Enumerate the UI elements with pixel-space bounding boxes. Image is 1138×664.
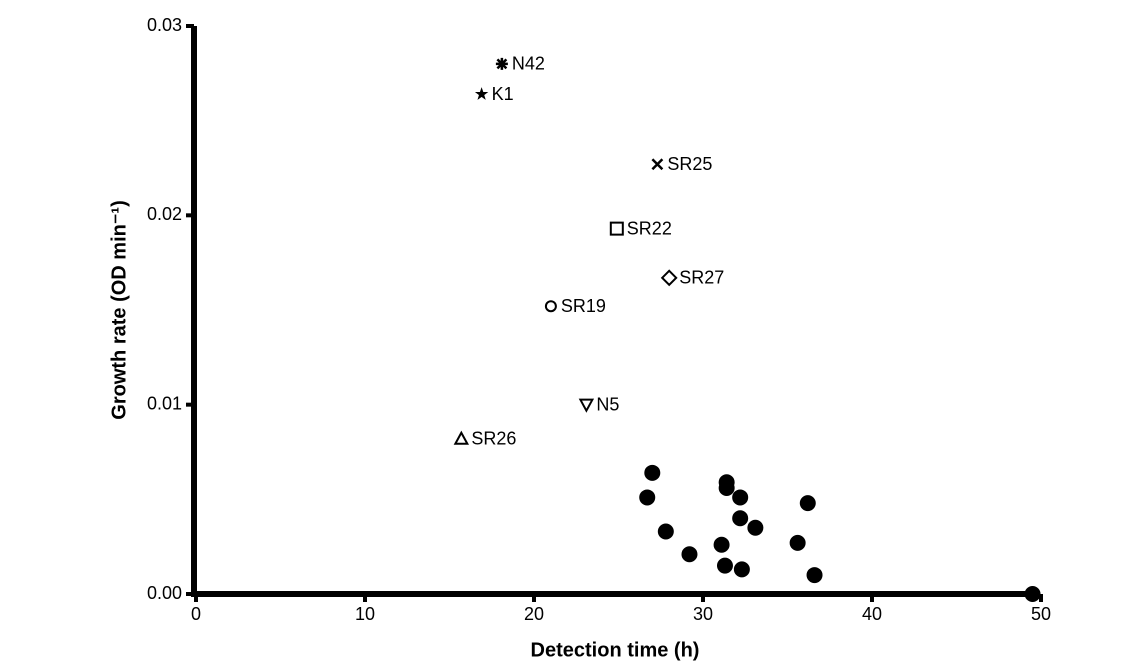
- point: [639, 489, 656, 506]
- point: [644, 464, 661, 481]
- point: [651, 158, 664, 171]
- point-label: SR22: [627, 218, 672, 238]
- x-tick-label: 0: [191, 604, 201, 624]
- point-label: N5: [596, 394, 619, 414]
- point: [806, 567, 823, 584]
- point: [713, 536, 730, 553]
- point: [544, 300, 557, 313]
- point: [474, 87, 489, 100]
- point: [578, 398, 595, 413]
- point: [716, 557, 733, 574]
- y-tick-label: 0.00: [147, 583, 182, 603]
- point-label: SR19: [561, 296, 606, 316]
- point: [799, 495, 816, 512]
- point: [681, 546, 698, 563]
- point: [747, 519, 764, 536]
- x-axis-title: Detection time (h): [531, 639, 700, 661]
- point: [732, 510, 749, 527]
- point: [789, 534, 806, 551]
- point-label: SR27: [679, 268, 724, 288]
- x-tick-label: 20: [524, 604, 544, 624]
- y-tick-label: 0.03: [147, 15, 182, 35]
- point: [657, 523, 674, 540]
- x-tick-label: 30: [693, 604, 713, 624]
- point: [495, 57, 508, 70]
- point: [1024, 586, 1041, 602]
- x-tick-label: 40: [862, 604, 882, 624]
- y-tick-label: 0.01: [147, 393, 182, 413]
- x-tick-label: 10: [355, 604, 375, 624]
- point: [718, 479, 735, 496]
- point-label: K1: [492, 84, 514, 104]
- point-label: N42: [512, 54, 545, 74]
- point: [660, 269, 678, 287]
- point: [453, 430, 470, 445]
- point-label: SR25: [667, 154, 712, 174]
- x-tick-label: 50: [1031, 604, 1051, 624]
- point: [609, 221, 624, 236]
- y-tick-label: 0.02: [147, 204, 182, 224]
- point: [733, 561, 750, 578]
- point-label: SR26: [471, 428, 516, 448]
- point: [732, 489, 749, 506]
- y-axis-title: Growth rate (OD min⁻¹): [108, 200, 130, 419]
